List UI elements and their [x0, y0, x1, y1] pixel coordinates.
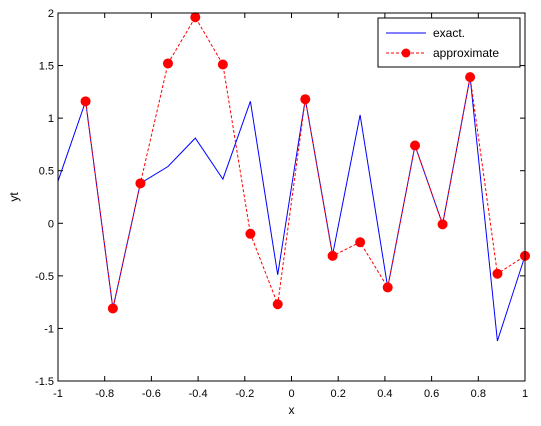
- approximate-point: [272, 299, 283, 310]
- x-tick-label: -0.2: [235, 388, 254, 400]
- legend-marker: [401, 48, 411, 58]
- y-tick-label: -1.5: [35, 376, 54, 388]
- approximate-point: [437, 219, 448, 230]
- approximate-point: [300, 94, 311, 105]
- x-tick-label: 0.4: [377, 388, 392, 400]
- approximate-point: [465, 72, 476, 83]
- y-tick-label: 1: [48, 113, 54, 125]
- approximate-point: [135, 178, 146, 189]
- approximate-point: [162, 58, 173, 69]
- legend-box: [377, 17, 521, 68]
- x-tick-label: -1: [53, 388, 63, 400]
- approximate-point: [107, 303, 118, 314]
- legend-label: approximate: [433, 46, 499, 60]
- y-tick-label: 2: [48, 8, 54, 20]
- x-tick-label: 0.6: [424, 388, 439, 400]
- x-tick-label: 0: [288, 388, 294, 400]
- approximate-point: [492, 268, 503, 279]
- legend-label: exact.: [433, 26, 465, 40]
- x-tick-label: -0.6: [142, 388, 161, 400]
- x-tick-label: 0.2: [331, 388, 346, 400]
- y-tick-label: -0.5: [35, 271, 54, 283]
- approximate-point: [327, 250, 338, 261]
- tick-labels: -1 -0.8 -0.6 -0.4 -0.2 0 0.2 0.4 0.6 0.8 1-1.5-1-0…: [35, 8, 528, 400]
- legend: exact. approximate: [377, 17, 521, 68]
- x-tick-label: -0.8: [95, 388, 114, 400]
- data-series: [57, 12, 530, 342]
- approximate-point: [190, 12, 201, 23]
- approximate-point: [382, 282, 393, 293]
- approximate-point: [245, 228, 256, 239]
- approximate-point: [80, 96, 91, 107]
- x-tick-label: -0.4: [189, 388, 208, 400]
- y-tick-label: -1: [44, 323, 54, 335]
- x-axis-label: x: [289, 403, 295, 417]
- y-tick-label: 0: [48, 218, 54, 230]
- x-tick-label: 1: [522, 388, 528, 400]
- y-tick-label: 0.5: [39, 166, 54, 178]
- approximate-point: [410, 140, 421, 151]
- approximate-point: [355, 237, 366, 248]
- approximate-point: [217, 59, 228, 70]
- y-tick-label: 1.5: [39, 61, 54, 73]
- axes-box: [57, 12, 526, 382]
- x-tick-label: 0.8: [471, 388, 486, 400]
- y-axis-label: yt: [7, 192, 21, 202]
